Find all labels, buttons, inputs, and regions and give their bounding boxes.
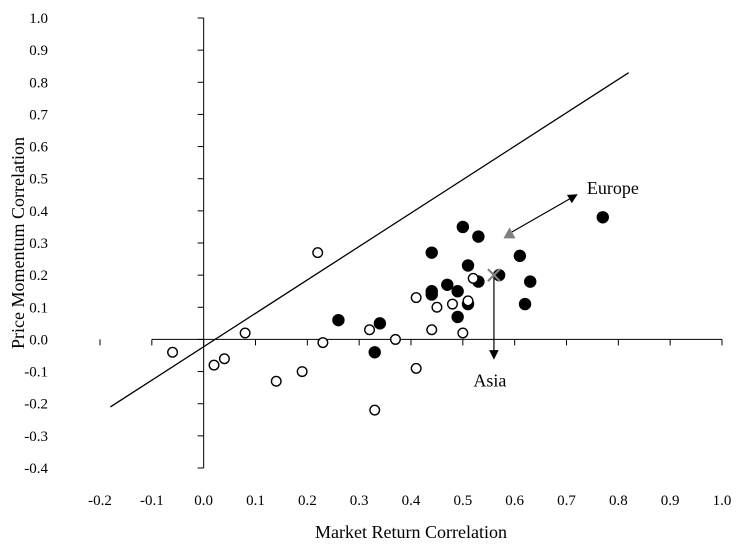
data-point-filled [451, 285, 464, 298]
annotation-arrow [509, 194, 578, 234]
x-tick-label: 0.2 [298, 493, 317, 509]
data-point-open [410, 362, 422, 374]
x-tick-label: 0.7 [557, 493, 576, 509]
annotation-europe: Europe [587, 178, 639, 198]
x-tick-label: 0.1 [246, 493, 265, 509]
y-tick-label: 0.2 [29, 268, 48, 284]
x-tick-label: 0.5 [453, 493, 472, 509]
data-point-filled [456, 220, 470, 234]
y-tick-label: 0.9 [29, 43, 48, 59]
data-point-open [446, 298, 458, 310]
x-tick-label: 0.8 [609, 493, 628, 509]
data-point-filled [441, 278, 454, 291]
data-point-filled [596, 211, 609, 224]
data-point-open [317, 337, 329, 349]
y-tick-label: 0.3 [29, 236, 48, 252]
x-tick-label: -0.2 [88, 493, 112, 509]
data-point-filled [332, 313, 345, 327]
data-point-open [369, 404, 381, 416]
reference-line [110, 72, 630, 408]
x-tick-label: 0.0 [194, 493, 213, 509]
data-point-open [431, 301, 443, 313]
y-tick-label: 0.7 [29, 107, 48, 123]
plot-area: 1.0 0.9 0.8 0.7 0.6 0.5 0.4 0.3 0.2 0.1 0.0 -0.1 -0.… [8, 11, 731, 542]
data-point-filled [368, 346, 381, 359]
y-axis-title: Price Momentum Correlation [8, 137, 28, 349]
data-point-open [218, 353, 230, 365]
data-point-filled [425, 246, 438, 259]
data-point-open [467, 272, 479, 284]
data-point-open [208, 359, 220, 371]
x-tick-label: 0.9 [661, 493, 680, 509]
marker-triangle [503, 227, 516, 239]
y-tick-label: -0.3 [24, 429, 48, 445]
y-tick-label: 0.1 [29, 300, 48, 316]
data-point-open [410, 292, 422, 304]
y-tick-label: -0.1 [24, 365, 48, 381]
x-tick-label: 0.6 [505, 493, 524, 509]
x-axis-title: Market Return Correlation [315, 522, 507, 542]
y-tick-label: 0.5 [29, 172, 48, 188]
y-tick-label: 0.0 [29, 332, 48, 348]
data-point-open [457, 327, 469, 339]
data-point-filled [451, 310, 464, 324]
x-tick-label: -0.1 [140, 493, 164, 509]
x-tick-label: 0.4 [402, 493, 421, 509]
data-point-filled [524, 275, 537, 288]
data-point-open [312, 247, 324, 259]
y-tick-label: 1.0 [29, 11, 48, 27]
data-point-filled [461, 259, 475, 272]
data-point-open [462, 295, 474, 307]
data-point-filled [513, 249, 527, 263]
data-point-open [389, 333, 401, 345]
y-tick-label: -0.4 [24, 461, 48, 477]
data-point-filled [518, 297, 532, 311]
x-tick-label: 1.0 [713, 493, 732, 509]
y-tick-label: 0.6 [29, 140, 48, 156]
annotation-asia: Asia [473, 371, 506, 391]
data-point-open [270, 375, 282, 387]
data-point-open [296, 366, 308, 378]
y-tick-label: 0.4 [29, 204, 48, 220]
data-point-open [167, 346, 179, 358]
data-point-filled [472, 230, 485, 243]
data-point-filled [373, 317, 387, 330]
y-tick-label: -0.2 [24, 397, 48, 413]
x-tick-label: 0.3 [350, 493, 369, 509]
data-point-filled [425, 288, 438, 301]
data-point-open [364, 324, 376, 336]
data-point-open [426, 324, 438, 336]
marker-x-cross [487, 268, 501, 282]
y-tick-label: 0.8 [29, 75, 48, 91]
data-point-open [239, 327, 251, 339]
